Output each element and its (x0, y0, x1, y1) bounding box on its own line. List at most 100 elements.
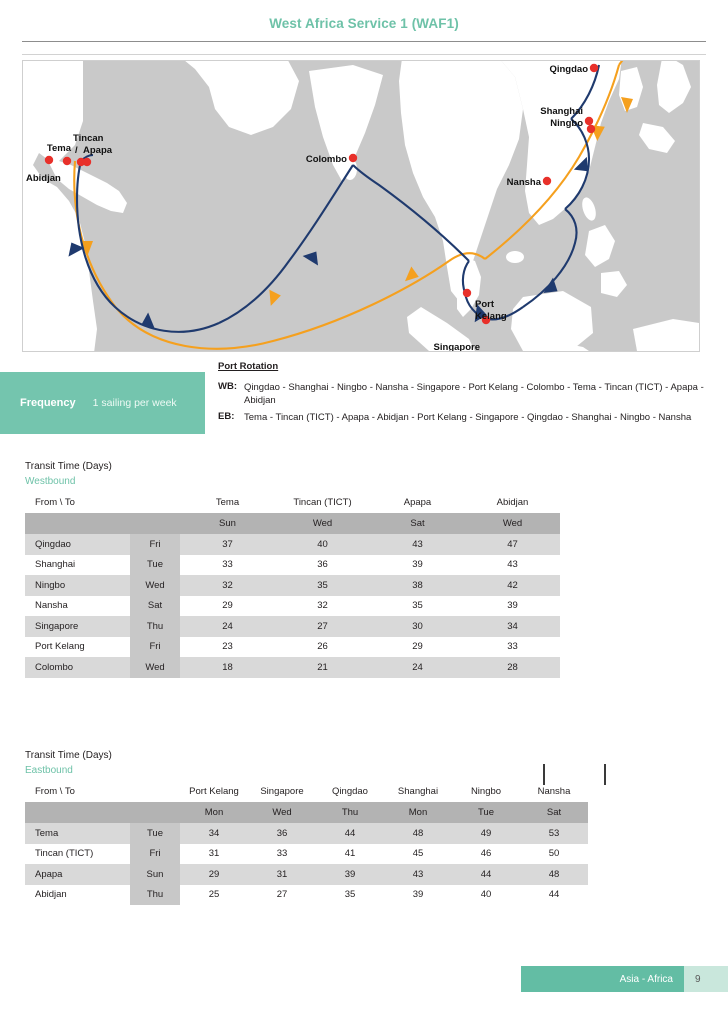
transit-days-cell: 37 (180, 534, 275, 555)
footer-section-label: Asia - Africa (521, 966, 684, 992)
table-row: Shanghai Tue 33 36 39 43 (25, 554, 560, 575)
footer-bar: Asia - Africa 9 (521, 966, 728, 992)
port-marker-qingdao (589, 63, 599, 73)
port-label-ningbo: Ningbo (550, 118, 583, 129)
column-header-day: Thu (316, 802, 384, 823)
transit-days-cell: 32 (275, 595, 370, 616)
port-marker-ningbo (586, 124, 596, 134)
transit-days-cell: 28 (465, 657, 560, 678)
row-departure-day: Wed (130, 575, 180, 596)
row-departure-day: Wed (130, 657, 180, 678)
transit-days-cell: 43 (384, 864, 452, 885)
transit-days-cell: 35 (275, 575, 370, 596)
eastbound-direction: Eastbound (25, 765, 73, 776)
rotation-row-westbound: WB: Qingdao - Shanghai - Ningbo - Nansha… (218, 381, 708, 408)
port-label-port-kelang-line2: Kelang (475, 311, 507, 322)
transit-days-cell: 30 (370, 616, 465, 637)
column-header-port: Tincan (TICT) (293, 496, 352, 508)
rotation-row-eastbound: EB: Tema - Tincan (TICT) - Apapa - Abidj… (218, 411, 708, 424)
landmass-borneo (511, 291, 593, 351)
table-header-days: Sun Wed Sat Wed (25, 513, 560, 534)
transit-days-cell: 35 (370, 595, 465, 616)
column-header-port: Shanghai (397, 785, 439, 797)
landmass-new-guinea (633, 319, 699, 351)
row-origin-port: Ningbo (25, 575, 130, 596)
transit-days-cell: 34 (180, 823, 248, 844)
transit-days-cell: 29 (370, 636, 465, 657)
header-day-blank-2 (130, 802, 180, 823)
header-day-blank (25, 513, 130, 534)
port-rotation-title: Port Rotation (218, 361, 279, 372)
column-header-port: Apapa (403, 496, 432, 508)
transit-days-cell: 39 (316, 864, 384, 885)
eastbound-transit-block: Transit Time (Days) Eastbound From \ To P… (25, 750, 588, 905)
row-departure-day: Tue (130, 823, 180, 844)
table-header-ports: From \ To Port Kelang Singapore Qingdao Shan… (25, 780, 588, 802)
transit-days-cell: 24 (180, 616, 275, 637)
port-marker-singapore (481, 315, 491, 325)
transit-days-cell: 31 (248, 864, 316, 885)
landmass-africa (23, 61, 97, 351)
row-departure-day: Sun (130, 864, 180, 885)
westbound-arrows (68, 156, 588, 330)
row-origin-port: Nansha (25, 595, 130, 616)
row-origin-port: Qingdao (25, 534, 130, 555)
transit-days-cell: 34 (465, 616, 560, 637)
row-origin-port: Singapore (25, 616, 130, 637)
column-header-port: Tema (215, 496, 240, 508)
transit-days-cell: 33 (465, 636, 560, 657)
port-label-tema: Tema (47, 143, 72, 154)
transit-days-cell: 31 (180, 843, 248, 864)
port-markers (44, 63, 599, 325)
landmass-east-asia (501, 61, 622, 225)
transit-days-cell: 21 (275, 657, 370, 678)
transit-days-cell: 36 (248, 823, 316, 844)
transit-days-cell: 29 (180, 864, 248, 885)
table-row: Apapa Sun 29 31 39 43 44 48 (25, 864, 588, 885)
row-departure-day: Thu (130, 616, 180, 637)
westbound-direction: Westbound (25, 476, 76, 487)
transit-days-cell: 44 (452, 864, 520, 885)
transit-days-cell: 27 (248, 884, 316, 905)
column-header-day: Tue (452, 802, 520, 823)
transit-days-cell: 27 (275, 616, 370, 637)
transit-days-cell: 44 (316, 823, 384, 844)
column-header-port: Abidjan (496, 496, 529, 508)
row-departure-day: Fri (130, 843, 180, 864)
transit-days-cell: 39 (384, 884, 452, 905)
transit-days-cell: 42 (465, 575, 560, 596)
eastbound-arrows (81, 97, 633, 306)
row-origin-port: Shanghai (25, 554, 130, 575)
landmass-hainan (506, 251, 524, 263)
rotation-leg-code-eb: EB: (218, 410, 235, 422)
transit-days-cell: 40 (452, 884, 520, 905)
header-day-spacer (130, 780, 180, 802)
eastbound-title: Transit Time (Days) (25, 750, 112, 761)
row-departure-day: Thu (130, 884, 180, 905)
transit-days-cell: 47 (465, 534, 560, 555)
transit-days-cell: 53 (520, 823, 588, 844)
eastbound-transit-table: From \ To Port Kelang Singapore Qingdao Shan… (25, 780, 588, 905)
from-to-label: From \ To (35, 785, 75, 797)
landmass-sumatra (407, 307, 475, 351)
transit-days-cell: 24 (370, 657, 465, 678)
port-marker-tincan (76, 157, 86, 167)
page-title: West Africa Service 1 (WAF1) (269, 16, 459, 31)
rotation-path-eb: Tema - Tincan (TICT) - Apapa - Abidjan -… (244, 411, 692, 423)
row-origin-port: Port Kelang (25, 636, 130, 657)
column-header-day: Mon (180, 802, 248, 823)
port-label-qingdao: Qingdao (549, 64, 588, 75)
column-header-port: Ningbo (470, 785, 502, 797)
port-label-slash: / (75, 145, 78, 156)
westbound-title: Transit Time (Days) (25, 461, 112, 472)
transit-days-cell: 18 (180, 657, 275, 678)
port-label-singapore: Singapore (434, 342, 480, 351)
transit-days-cell: 29 (180, 595, 275, 616)
table-row: Tincan (TICT) Fri 31 33 41 45 46 50 (25, 843, 588, 864)
transit-days-cell: 43 (370, 534, 465, 555)
column-header-day: Wed (248, 802, 316, 823)
port-marker-abidjan (44, 155, 54, 165)
port-rotation-block: Port Rotation WB: Qingdao - Shanghai - N… (218, 361, 708, 427)
eastbound-table-head: From \ To Port Kelang Singapore Qingdao Shan… (25, 780, 588, 823)
table-row: Qingdao Fri 37 40 43 47 (25, 534, 560, 555)
